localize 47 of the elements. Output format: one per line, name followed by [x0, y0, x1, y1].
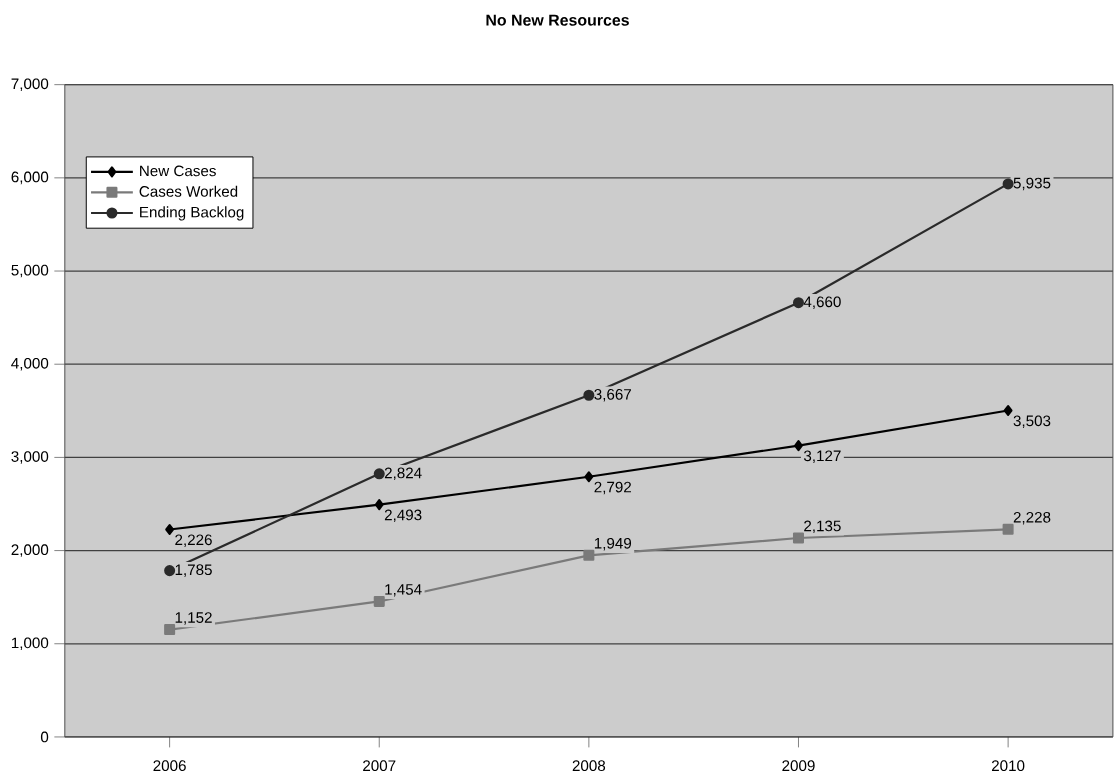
- legend-label: Ending Backlog: [140, 206, 244, 221]
- point: [374, 499, 384, 511]
- point: [584, 471, 594, 483]
- point: [373, 595, 385, 607]
- data-label: 2,824: [384, 467, 422, 481]
- data-label: 4,660: [803, 296, 841, 310]
- point: [794, 440, 803, 452]
- data-label: 1,949: [594, 537, 632, 551]
- point: [165, 524, 175, 536]
- y-tick-label: 0: [40, 731, 49, 743]
- x-tick-label: 2006: [153, 760, 186, 772]
- x-tick-label: 2007: [363, 760, 396, 772]
- y-tick-label: 2,000: [11, 544, 49, 557]
- y-tick-label: 7,000: [11, 78, 49, 91]
- point: [373, 468, 385, 480]
- x-tick-label: 2008: [572, 760, 606, 772]
- y-tick-label: 1,000: [11, 637, 49, 651]
- data-label: 1,785: [175, 564, 212, 577]
- point: [164, 565, 176, 577]
- point: [792, 532, 804, 544]
- y-tick-label: 6,000: [11, 171, 49, 185]
- y-tick-label: 5,000: [11, 264, 49, 278]
- point: [164, 624, 176, 636]
- data-label: 3,127: [803, 450, 841, 464]
- y-tick-label: 3,000: [11, 451, 49, 464]
- y-tick-label: 4,000: [11, 357, 49, 371]
- point: [1002, 523, 1014, 535]
- data-label: 5,935: [1013, 177, 1051, 191]
- data-label: 3,667: [594, 389, 631, 402]
- legend-label: Cases Worked: [139, 185, 238, 197]
- point: [792, 297, 804, 309]
- data-label: 2,226: [175, 534, 212, 548]
- data-label: 2,135: [804, 520, 841, 534]
- point: [1003, 405, 1013, 417]
- point: [1002, 178, 1014, 190]
- data-label: 2,792: [594, 481, 631, 495]
- data-label: 2,228: [1013, 511, 1051, 525]
- x-tick-label: 2010: [991, 760, 1025, 772]
- point: [583, 389, 595, 401]
- legend-label: New Cases: [140, 165, 216, 177]
- point: [583, 549, 595, 561]
- data-label: 2,493: [384, 509, 422, 523]
- chart-title: No New Resources: [486, 14, 629, 26]
- data-label: 3,503: [1013, 415, 1051, 429]
- x-tick-label: 2009: [782, 760, 815, 772]
- data-label: 1,152: [175, 612, 212, 625]
- data-label: 1,454: [385, 584, 422, 597]
